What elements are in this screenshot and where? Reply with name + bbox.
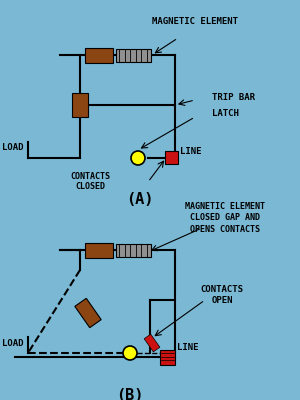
Polygon shape	[144, 334, 160, 352]
Text: LATCH: LATCH	[212, 108, 239, 118]
Bar	[85, 48, 113, 63]
Bar	[116, 49, 151, 62]
Text: MAGNETIC ELEMENT: MAGNETIC ELEMENT	[152, 18, 238, 26]
Text: CONTACTS
OPEN: CONTACTS OPEN	[200, 285, 244, 305]
Text: (A): (A)	[126, 192, 154, 208]
Bar	[85, 243, 113, 258]
Text: LINE: LINE	[180, 148, 202, 156]
Bar	[160, 350, 175, 365]
Bar	[72, 93, 88, 117]
Bar	[116, 244, 151, 257]
Circle shape	[131, 151, 145, 165]
Text: CONTACTS
CLOSED: CONTACTS CLOSED	[70, 172, 110, 192]
Text: MAGNETIC ELEMENT
CLOSED GAP AND
OPENS CONTACTS: MAGNETIC ELEMENT CLOSED GAP AND OPENS CO…	[185, 202, 265, 234]
Text: LOAD: LOAD	[2, 144, 23, 152]
Circle shape	[123, 346, 137, 360]
Text: LOAD: LOAD	[2, 338, 23, 348]
Text: TRIP BAR: TRIP BAR	[212, 92, 255, 102]
Text: LINE: LINE	[177, 342, 199, 352]
Polygon shape	[75, 298, 101, 328]
Text: (B): (B)	[116, 388, 144, 400]
Bar	[165, 151, 178, 164]
